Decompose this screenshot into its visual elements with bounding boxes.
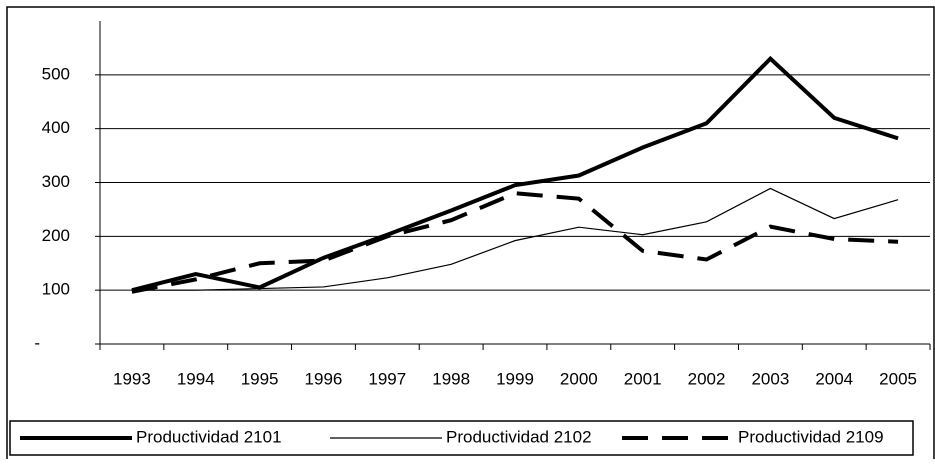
x-tick-label: 1999 <box>496 369 534 388</box>
x-tick-label: 1997 <box>368 369 406 388</box>
y-tick-label: 200 <box>42 226 70 245</box>
x-tick-label: 1998 <box>432 369 470 388</box>
x-tick-label: 1995 <box>241 369 279 388</box>
x-tick-label: 2004 <box>815 369 853 388</box>
series-line <box>131 187 899 291</box>
y-tick-label: - <box>34 333 40 352</box>
legend-label: Productividad 2109 <box>738 427 884 446</box>
chart-frame <box>6 6 935 464</box>
series-line <box>131 55 899 293</box>
legend-box <box>9 420 914 456</box>
legend-label: Productividad 2102 <box>446 427 592 446</box>
x-tick-label: 1994 <box>177 369 215 388</box>
y-tick-label: 400 <box>42 118 70 137</box>
legend-label: Productividad 2101 <box>136 427 282 446</box>
x-tick-label: 2005 <box>879 369 917 388</box>
x-tick-label: 2000 <box>560 369 598 388</box>
x-tick-label: 2001 <box>624 369 662 388</box>
y-tick-label: 300 <box>42 172 70 191</box>
x-tick-label: 2003 <box>751 369 789 388</box>
x-tick-label: 1996 <box>305 369 343 388</box>
y-tick-label: 500 <box>42 64 70 83</box>
series-line <box>131 191 899 294</box>
y-tick-label: 100 <box>42 280 70 299</box>
x-tick-label: 2002 <box>688 369 726 388</box>
x-tick-label: 1993 <box>113 369 151 388</box>
